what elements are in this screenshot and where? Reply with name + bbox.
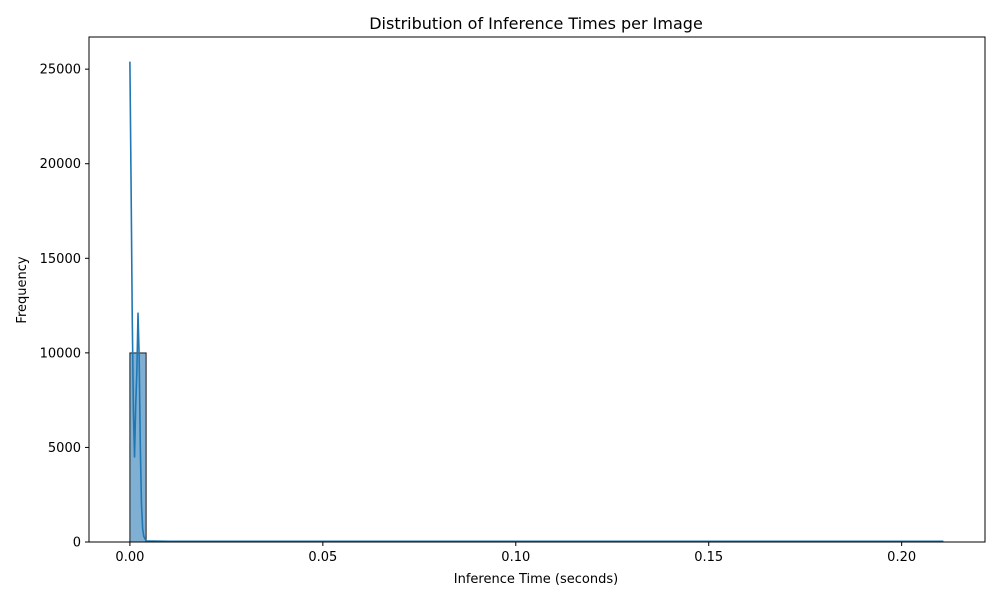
plot-area [129, 61, 944, 543]
x-tick-label: 0.20 [887, 550, 916, 565]
chart-title: Distribution of Inference Times per Imag… [369, 14, 703, 33]
y-axis-ticks: 0 5000 10000 15000 20000 25000 [40, 63, 89, 551]
y-axis-label: Frequency [15, 256, 30, 323]
axes-frame [88, 36, 986, 543]
y-tick-label: 5000 [48, 441, 81, 456]
y-tick-label: 0 [73, 536, 81, 551]
y-tick-label: 15000 [40, 252, 81, 267]
x-tick-label: 0.05 [308, 550, 337, 565]
x-axis-label: Inference Time (seconds) [454, 572, 618, 587]
x-tick-label: 0.10 [501, 550, 530, 565]
x-tick-label: 0.15 [694, 550, 723, 565]
x-tick-label: 0.00 [115, 550, 144, 565]
y-tick-label: 10000 [40, 346, 81, 361]
y-tick-label: 25000 [40, 63, 81, 78]
x-axis-ticks: 0.00 0.05 0.10 0.15 0.20 [115, 542, 916, 565]
y-tick-label: 20000 [40, 157, 81, 172]
kde-line [129, 61, 944, 543]
